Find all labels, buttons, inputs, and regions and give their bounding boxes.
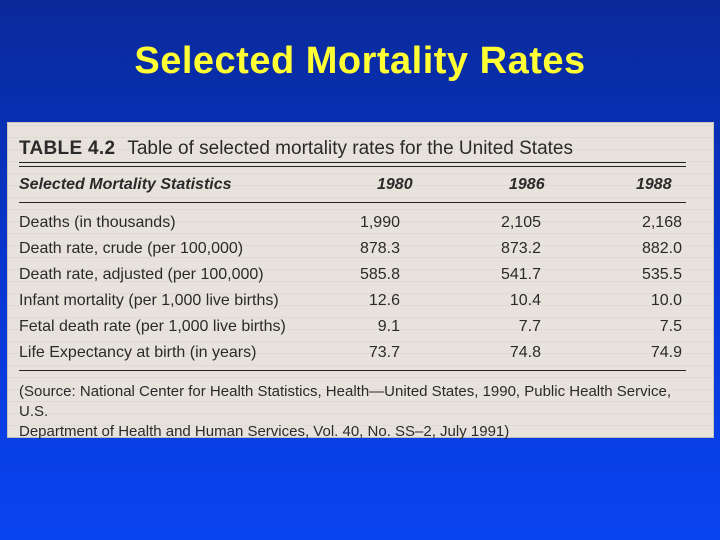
cell-1988: 535.5 [641,266,682,283]
cell-1988: 7.5 [659,318,682,335]
cell-1986: 873.2 [500,240,541,257]
cell-1986: 7.7 [518,318,541,335]
column-header-row: Selected Mortality Statistics 1980 1986 … [19,176,686,198]
cell-1988: 10.0 [650,292,682,309]
cell-1986: 10.4 [509,292,541,309]
column-header-statistic: Selected Mortality Statistics [19,176,232,193]
row-label: Fetal death rate (per 1,000 live births) [19,318,286,335]
column-header-1986: 1986 [509,176,545,193]
source-line-1: (Source: National Center for Health Stat… [19,383,671,420]
divider [19,166,686,167]
cell-1980: 73.7 [368,344,400,361]
divider [19,162,686,163]
cell-1980: 878.3 [359,240,400,257]
cell-1988: 882.0 [641,240,682,257]
cell-1986: 74.8 [509,344,541,361]
table-caption: Table of selected mortality rates for th… [127,138,573,159]
divider [19,370,686,371]
table-row: Deaths (in thousands) 1,990 2,105 2,168 [19,214,686,238]
slide-title: Selected Mortality Rates [134,40,586,82]
cell-1980: 12.6 [368,292,400,309]
cell-1980: 585.8 [359,266,400,283]
column-header-1988: 1988 [636,176,672,193]
cell-1988: 2,168 [641,214,682,231]
row-label: Life Expectancy at birth (in years) [19,344,257,361]
row-label: Death rate, adjusted (per 100,000) [19,266,264,283]
table-row: Infant mortality (per 1,000 live births)… [19,292,686,316]
table-row: Death rate, crude (per 100,000) 878.3 87… [19,240,686,264]
table-row: Life Expectancy at birth (in years) 73.7… [19,344,686,368]
source-line-2: Department of Health and Human Services,… [19,423,510,440]
cell-1980: 1,990 [359,214,400,231]
table-row: Death rate, adjusted (per 100,000) 585.8… [19,266,686,290]
table-number: TABLE 4.2 [19,138,116,159]
cell-1986: 2,105 [500,214,541,231]
row-label: Deaths (in thousands) [19,214,176,231]
row-label: Death rate, crude (per 100,000) [19,240,244,257]
cell-1986: 541.7 [500,266,541,283]
table-image: TABLE 4.2 Table of selected mortality rat… [7,122,714,440]
table-row: Fetal death rate (per 1,000 live births)… [19,318,686,342]
column-header-1980: 1980 [377,176,413,193]
divider [19,202,686,203]
row-label: Infant mortality (per 1,000 live births) [19,292,279,309]
cell-1980: 9.1 [377,318,400,335]
table-heading: TABLE 4.2 Table of selected mortality rat… [19,138,573,160]
source-note: (Source: National Center for Health Stat… [19,382,699,442]
cell-1988: 74.9 [650,344,682,361]
